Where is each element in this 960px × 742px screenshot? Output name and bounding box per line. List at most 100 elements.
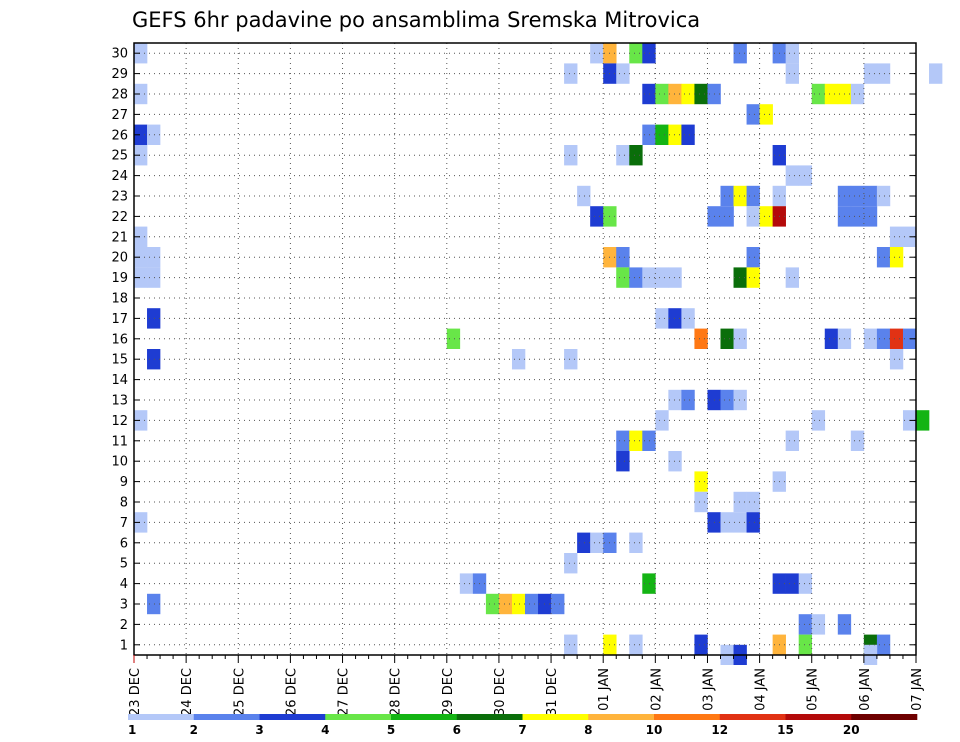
y-tick-label: 29 [111, 67, 128, 82]
heatmap-cell [746, 206, 760, 227]
heatmap-cell [681, 389, 695, 411]
heatmap-cell [850, 185, 865, 207]
legend-label: 2 [190, 723, 198, 737]
heatmap-cell [134, 226, 148, 247]
heatmap-cell [147, 593, 161, 615]
heatmap-cell [629, 430, 643, 451]
heatmap-cell [863, 185, 878, 207]
x-tick-label: 23 DEC [128, 668, 143, 716]
x-tick-label: 05 JAN [806, 668, 821, 711]
heatmap-cell [850, 206, 865, 227]
x-tick-label: 03 JAN [701, 668, 716, 711]
legend-label: 20 [843, 723, 860, 737]
legend-label: 1 [128, 723, 136, 737]
heatmap-cell [642, 124, 656, 145]
heatmap-cell [668, 83, 682, 105]
legend-swatch [325, 714, 392, 720]
heatmap-cell [564, 634, 578, 655]
y-tick-label: 6 [120, 536, 128, 551]
heatmap-cell [147, 308, 161, 329]
x-tick-label: 07 JAN [910, 668, 925, 711]
heatmap-cell [889, 328, 904, 349]
heatmap-cell [876, 634, 891, 655]
heatmap-cell [811, 410, 826, 431]
y-axis: 1234567891011121314151617181920212223242… [111, 47, 916, 653]
heatmap-cell [577, 532, 591, 553]
y-tick-label: 19 [111, 271, 128, 286]
heatmap-cell [811, 83, 826, 105]
heatmap-cell [147, 124, 161, 145]
heatmap-cell [668, 389, 682, 411]
heatmap-cell [929, 63, 943, 84]
y-tick-label: 16 [111, 332, 128, 347]
color-legend: 1 2 3 4 5 6 7 8 10 12 15 20 [128, 714, 918, 737]
y-tick-label: 23 [111, 190, 128, 205]
legend-label: 12 [711, 723, 728, 737]
heatmap-cell [798, 573, 813, 594]
heatmap-cell [668, 308, 682, 329]
heatmap-cell [746, 104, 760, 125]
x-tick-label: 06 JAN [858, 668, 873, 711]
heatmap-cell [733, 328, 747, 349]
heatmap-cell [134, 145, 148, 166]
x-tick-label: 26 DEC [284, 668, 299, 716]
y-tick-label: 14 [111, 373, 128, 388]
heatmap-cells [134, 43, 943, 665]
y-tick-label: 25 [111, 149, 128, 164]
heatmap-cell [564, 553, 578, 574]
legend-swatch [785, 714, 852, 720]
heatmap-cell [564, 145, 578, 166]
heatmap-cell [616, 267, 630, 288]
heatmap-cell [616, 430, 630, 451]
heatmap-cell [134, 124, 148, 145]
y-tick-label: 21 [111, 230, 128, 245]
heatmap-cell [616, 247, 630, 268]
heatmap-cell [551, 593, 565, 615]
heatmap-cell [564, 63, 578, 84]
heatmap-cell [824, 83, 839, 105]
heatmap-cell [720, 389, 734, 411]
heatmap-cell [655, 83, 669, 105]
heatmap-cell [134, 267, 148, 288]
heatmap-cell [616, 145, 630, 166]
heatmap-cell [824, 328, 839, 349]
heatmap-cell [642, 573, 656, 594]
heatmap-cell [759, 104, 773, 125]
heatmap-cell [629, 267, 643, 288]
heatmap-cell [147, 247, 161, 268]
x-tick-label: 25 DEC [232, 668, 247, 716]
y-tick-label: 27 [111, 108, 128, 123]
heatmap-cell [134, 247, 148, 268]
legend-swatch [456, 714, 523, 720]
heatmap-cell [850, 430, 865, 451]
heatmap-cell [459, 573, 474, 594]
x-tick-label: 02 JAN [649, 668, 664, 711]
heatmap-cell [863, 63, 878, 84]
heatmap-cell [134, 410, 148, 431]
heatmap-cell [642, 430, 656, 451]
legend-label: 8 [584, 723, 592, 737]
heatmap-cell [785, 573, 799, 594]
chart-title: GEFS 6hr padavine po ansamblima Sremska … [132, 8, 700, 32]
heatmap-cell [511, 349, 526, 370]
heatmap-cell [733, 512, 747, 533]
y-tick-label: 5 [120, 557, 128, 572]
y-tick-label: 12 [111, 414, 128, 429]
y-tick-label: 30 [111, 47, 128, 62]
heatmap-cell [733, 185, 747, 207]
heatmap-cell [629, 43, 643, 64]
y-tick-label: 13 [111, 394, 128, 409]
heatmap-cell [655, 308, 669, 329]
heatmap-cell [147, 349, 161, 370]
legend-swatch [522, 714, 589, 720]
heatmap-cell [720, 512, 734, 533]
heatmap-cell [590, 43, 604, 64]
y-tick-label: 2 [120, 618, 128, 633]
y-tick-label: 8 [120, 496, 128, 511]
heatmap-cell [134, 512, 148, 533]
x-tick-label: 04 JAN [754, 668, 769, 711]
x-tick-label: 01 JAN [597, 668, 612, 711]
heatmap-cell [720, 206, 734, 227]
x-tick-label: 29 DEC [441, 668, 456, 716]
